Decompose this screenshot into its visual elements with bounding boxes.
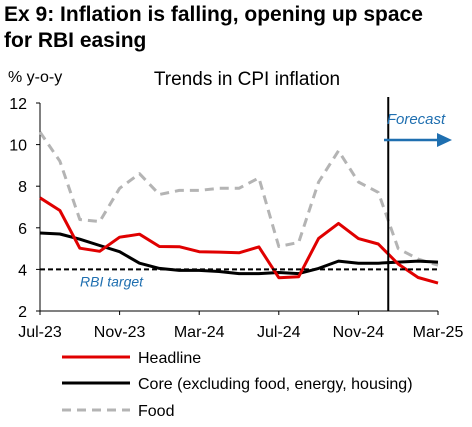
y-tick-label: 2 [18, 304, 27, 321]
y-tick-label: 8 [18, 179, 27, 196]
legend-label-core: Core (excluding food, energy, housing) [138, 376, 413, 393]
figure-title-line1: Ex 9: Inflation is falling, opening up s… [4, 3, 423, 26]
y-tick-label: 6 [18, 221, 27, 238]
x-tick-label: Mar-25 [413, 324, 464, 341]
series-line-food [38, 131, 439, 267]
legend: Headline Core (excluding food, energy, ho… [62, 350, 413, 420]
y-tick-label: 10 [9, 138, 27, 155]
annotations: RBI target Forecast [40, 97, 452, 311]
forecast-arrow-head [437, 133, 452, 147]
axes [36, 102, 439, 315]
y-tick-label: 4 [18, 262, 27, 279]
x-tick-label: Nov-24 [333, 324, 385, 341]
series-line-headline [39, 196, 439, 285]
y-axis-label: % y-o-y [8, 69, 62, 86]
forecast-label: Forecast [387, 111, 446, 128]
x-tick-label: Jul-24 [257, 324, 301, 341]
legend-label-food: Food [138, 403, 174, 420]
x-tick-label: Nov-23 [94, 324, 146, 341]
chart-title: Trends in CPI inflation [154, 69, 340, 90]
x-tick-label: Mar-24 [174, 324, 225, 341]
figure-title-line2: for RBI easing [4, 29, 147, 52]
series-lines [38, 131, 439, 285]
figure-title: Ex 9: Inflation is falling, opening up s… [4, 2, 470, 54]
x-tick-label: Jul-23 [18, 324, 62, 341]
legend-label-headline: Headline [138, 350, 201, 367]
tick-labels: 2 4 6 8 10 12 Jul-23 Nov-23 Mar-24 Jul-24 Nov-24 Ma… [8, 69, 463, 341]
y-tick-label: 12 [9, 96, 27, 113]
rbi-target-label: RBI target [80, 273, 144, 289]
